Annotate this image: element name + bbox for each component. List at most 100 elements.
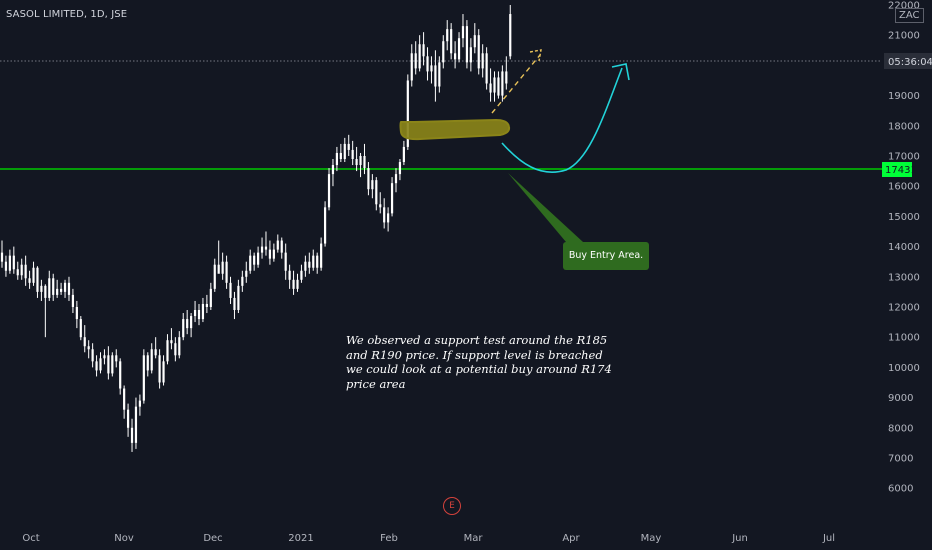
candle-body (119, 361, 122, 389)
candle-body (201, 303, 205, 320)
candle-body (241, 276, 244, 286)
candle-body (28, 278, 31, 283)
candle-body (288, 270, 291, 280)
candle-body (312, 255, 315, 268)
time-tick-label: Nov (114, 533, 134, 544)
callout-pointer[interactable] (508, 173, 583, 242)
candle-body (320, 243, 323, 268)
candle-body (193, 310, 197, 317)
candle-body (300, 270, 303, 280)
candle-body (40, 285, 43, 292)
candle-body (182, 319, 185, 338)
candle-body (398, 162, 402, 175)
price-tick-label: 18000 (888, 121, 920, 132)
time-tick-label: 2021 (288, 533, 313, 544)
candle-body (217, 264, 220, 274)
candle-body (316, 255, 319, 268)
annotation-line: and R190 price. If support level is brea… (346, 347, 603, 362)
candle-body (509, 14, 512, 57)
candle-body (221, 261, 224, 274)
projection-arrow-head (529, 49, 542, 62)
candle-body (308, 261, 311, 268)
candle-body (170, 340, 173, 344)
candle-body (8, 255, 11, 271)
price-axis[interactable]: 2200021000200001900018000170001600015000… (888, 0, 920, 494)
candle-body (379, 204, 382, 208)
candle-body (351, 149, 354, 160)
candle-body (24, 264, 27, 279)
candle-body (229, 282, 232, 298)
candle-body (91, 349, 94, 362)
price-tick-label: 14000 (888, 242, 920, 253)
price-tick-label: 15000 (888, 212, 920, 223)
candle-body (343, 143, 346, 160)
price-tick-label: 8000 (888, 423, 913, 434)
candle-body (130, 427, 134, 443)
candle-body (469, 47, 472, 63)
price-tick-label: 12000 (888, 302, 920, 313)
candle-body (79, 319, 82, 338)
candle-body (20, 264, 23, 276)
callout-box[interactable] (563, 242, 649, 270)
candle-body (501, 71, 504, 96)
candle-body (249, 255, 252, 271)
annotation-line: price area (346, 376, 406, 391)
countdown-label: 05:36:04 (888, 57, 932, 68)
currency-badge[interactable]: ZAC (895, 8, 924, 23)
candle-body (4, 261, 8, 271)
candle-body (473, 35, 476, 48)
candle-body (383, 207, 386, 223)
price-tick-label: 13000 (888, 272, 920, 283)
time-axis-background (0, 527, 932, 550)
candle-body (347, 143, 350, 150)
candle-body (103, 355, 106, 359)
candle-body (233, 297, 236, 311)
candle-body (32, 267, 35, 283)
candle-body (331, 165, 335, 175)
candle-body (280, 240, 283, 253)
candle-body (44, 285, 47, 298)
candle-body (335, 152, 338, 166)
candle-body (87, 346, 90, 350)
candle-body (138, 400, 141, 407)
candle-body (323, 207, 327, 244)
candle-body (264, 246, 268, 250)
candle-body (260, 246, 264, 253)
time-axis[interactable]: Oct Nov Dec 2021 Feb Mar Apr May Jun Jul (0, 527, 932, 550)
level-price-label: 17431 (885, 165, 917, 176)
candle-body (367, 168, 370, 190)
annotation-text[interactable]: We observed a support test around the R1… (346, 333, 616, 391)
candle-body (422, 44, 425, 57)
candle-body (123, 388, 126, 410)
candle-body (359, 155, 362, 166)
candle-body (52, 278, 55, 295)
candle-body (56, 288, 59, 295)
candle-body (174, 343, 177, 356)
candle-body (83, 337, 86, 347)
price-tick-label: 17000 (888, 151, 920, 162)
candle-body (253, 255, 256, 265)
candle-body (497, 77, 500, 96)
annotation-line: we could look at a potential buy around … (346, 362, 612, 377)
candle-body (457, 38, 461, 60)
candle-body (292, 279, 295, 289)
price-tick-label: 19000 (888, 91, 920, 102)
candle-body (371, 180, 374, 190)
price-tick-label: 16000 (888, 182, 920, 193)
candle-body (209, 288, 212, 307)
candle-body (150, 349, 153, 371)
candle-body (375, 180, 378, 205)
candle-body (272, 249, 275, 259)
projection-curve[interactable] (501, 67, 623, 173)
projection-dashed-arrow[interactable] (491, 54, 541, 114)
time-tick-label: Feb (380, 533, 398, 544)
level-price-badge (882, 162, 912, 177)
candle-body (276, 240, 279, 250)
time-tick-label: Oct (22, 533, 39, 544)
support-zone-highlight[interactable] (399, 119, 511, 141)
time-tick-label: Jul (822, 533, 835, 544)
events-marker-icon[interactable]: E (443, 497, 461, 515)
candle-body (71, 294, 75, 307)
candle-body (186, 319, 189, 329)
